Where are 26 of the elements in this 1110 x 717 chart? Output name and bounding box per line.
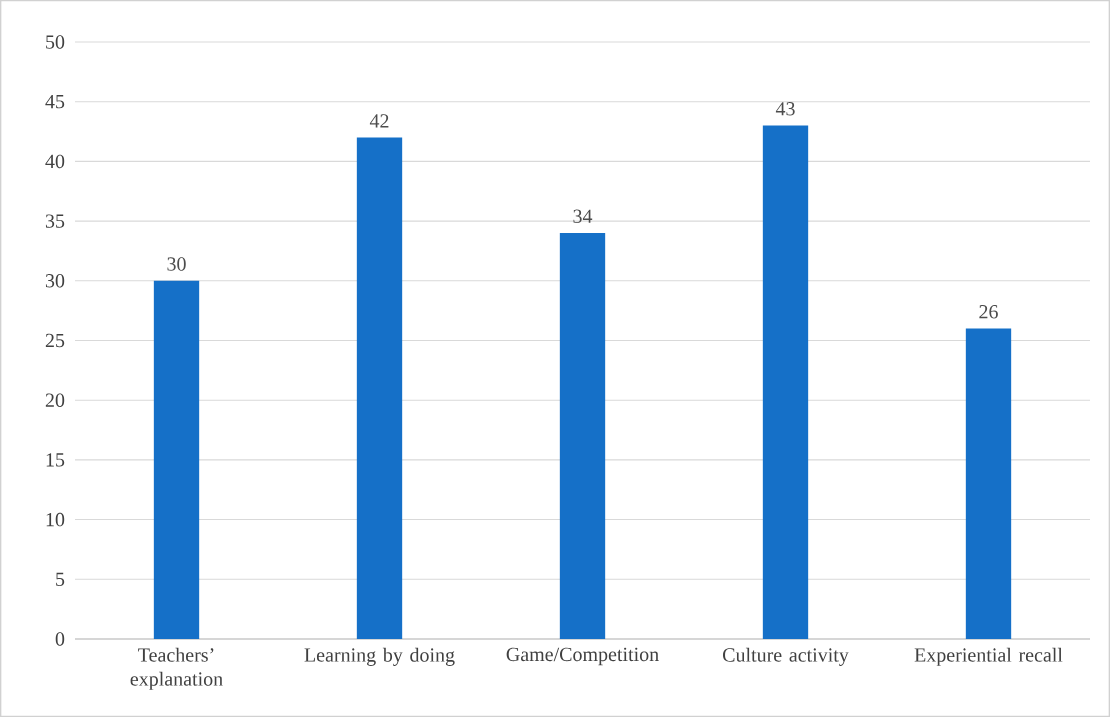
data-label: 42 [369, 114, 389, 128]
x-tick-label: Teachers’ explanation [130, 647, 223, 690]
y-tick-label: 35 [45, 214, 65, 228]
bar [559, 233, 606, 639]
x-tick-label: Experiential recall [914, 647, 1063, 666]
y-tick-label: 25 [45, 333, 65, 348]
x-tick-label: Learning by doing [304, 647, 455, 666]
y-tick-label: 5 [56, 572, 65, 586]
x-tick-label: Game/Competition [506, 647, 659, 666]
y-tick-label: 15 [46, 453, 65, 467]
y-tick-label: 20 [45, 393, 65, 407]
data-label: 34 [573, 209, 593, 223]
bar [762, 125, 809, 639]
data-label: 26 [979, 305, 998, 319]
bar [965, 328, 1012, 639]
y-tick-label: 50 [46, 35, 65, 49]
data-label: 43 [775, 102, 795, 116]
bar [153, 280, 200, 639]
y-tick-label: 0 [55, 632, 65, 646]
y-tick-label: 40 [45, 154, 65, 169]
data-label: 30 [167, 257, 186, 271]
y-tick-label: 30 [45, 274, 65, 288]
y-tick-label: 45 [45, 95, 65, 109]
x-tick-label: Culture activity [723, 647, 849, 666]
bar [356, 137, 403, 639]
y-tick-label: 10 [46, 512, 65, 527]
